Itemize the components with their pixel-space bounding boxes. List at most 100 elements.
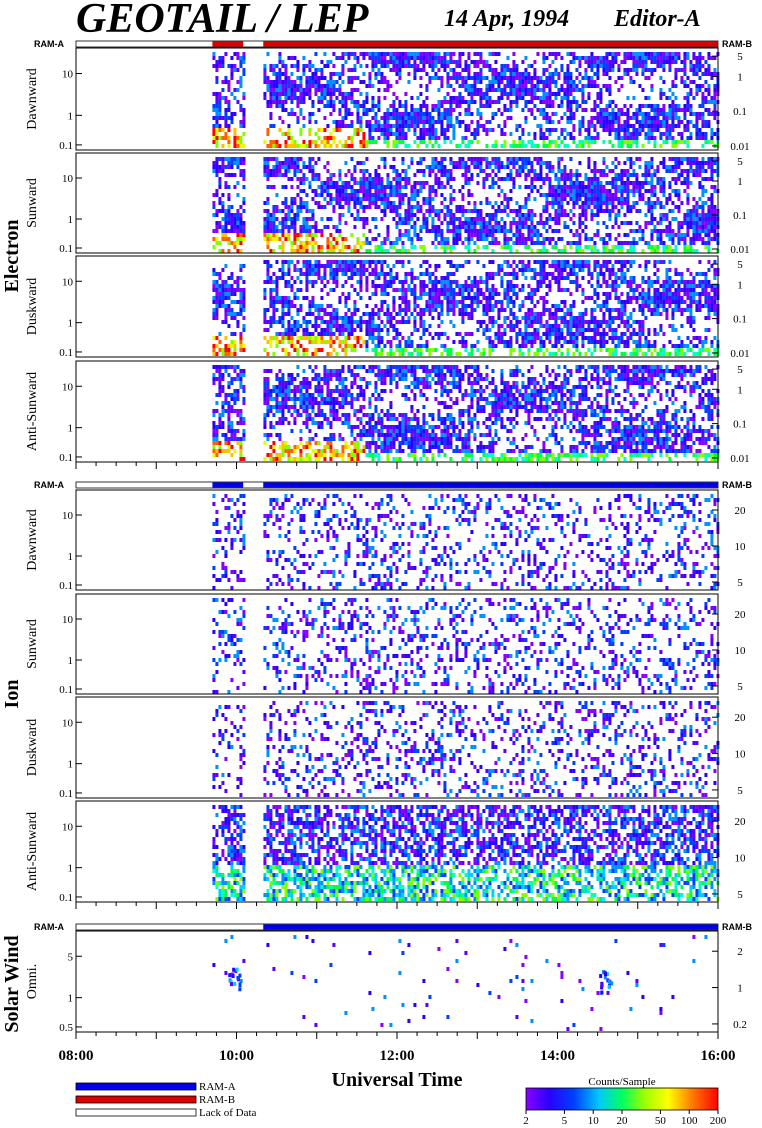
- spectrogram-cell: [674, 144, 678, 148]
- spectrogram-cell: [629, 124, 633, 128]
- spectrogram-cell: [467, 144, 471, 148]
- spectrogram-cell: [479, 213, 483, 217]
- spectrogram-cell: [614, 193, 618, 197]
- spectrogram-cell: [368, 189, 372, 193]
- spectrogram-cell: [440, 124, 444, 128]
- spectrogram-cell: [287, 112, 291, 116]
- spectrogram-cell: [419, 245, 423, 249]
- spectrogram-cell: [236, 312, 240, 316]
- spectrogram-cell: [680, 157, 684, 161]
- spectrogram-cell: [281, 324, 285, 328]
- spectrogram-cell: [434, 165, 438, 169]
- spectrogram-cell: [308, 112, 312, 116]
- spectrogram-cell: [548, 64, 552, 68]
- spectrogram-cell: [572, 173, 576, 177]
- spectrogram-cell: [455, 217, 459, 221]
- spectrogram-cell: [374, 201, 378, 205]
- spectrogram-cell: [410, 120, 414, 124]
- spectrogram-cell: [539, 136, 543, 140]
- spectrogram-cell: [302, 348, 306, 352]
- spectrogram-cell: [368, 336, 372, 340]
- spectrogram-cell: [557, 157, 561, 161]
- spectrogram-cell: [218, 332, 222, 336]
- spectrogram-cell: [704, 88, 708, 92]
- spectrogram-cell: [488, 52, 492, 56]
- spectrogram-cell: [458, 104, 462, 108]
- spectrogram-cell: [344, 352, 348, 356]
- spectrogram-cell: [368, 124, 372, 128]
- spectrogram-cell: [236, 233, 240, 237]
- spectrogram-cell: [221, 217, 225, 221]
- spectrogram-cell: [635, 52, 639, 56]
- spectrogram-cell: [458, 217, 462, 221]
- spectrogram-cell: [620, 177, 624, 181]
- spectrogram-cell: [509, 104, 513, 108]
- spectrogram-cell: [602, 68, 606, 72]
- spectrogram-cell: [617, 185, 621, 189]
- spectrogram-cell: [584, 189, 588, 193]
- spectrogram-cell: [215, 169, 219, 173]
- spectrogram-cell: [524, 56, 528, 60]
- spectrogram-cell: [440, 181, 444, 185]
- spectrogram-cell: [560, 84, 564, 88]
- spectrogram-cell: [692, 173, 696, 177]
- spectrogram-cell: [524, 72, 528, 76]
- spectrogram-cell: [485, 221, 489, 225]
- spectrogram-cell: [230, 205, 234, 209]
- spectrogram-cell: [455, 76, 459, 80]
- spectrogram-cell: [518, 124, 522, 128]
- spectrogram-cell: [227, 312, 231, 316]
- spectrogram-cell: [233, 316, 237, 320]
- spectrogram-cell: [599, 108, 603, 112]
- spectrogram-cell: [398, 205, 402, 209]
- spectrogram-cell: [473, 52, 477, 56]
- spectrogram-cell: [332, 104, 336, 108]
- spectrogram-cell: [332, 245, 336, 249]
- spectrogram-cell: [329, 332, 333, 336]
- spectrogram-cell: [329, 136, 333, 140]
- spectrogram-cell: [299, 144, 303, 148]
- spectrogram-cell: [635, 229, 639, 233]
- spectrogram-cell: [644, 60, 648, 64]
- spectrogram-cell: [293, 296, 297, 300]
- spectrogram-cell: [650, 116, 654, 120]
- spectrogram-cell: [314, 340, 318, 344]
- spectrogram-cell: [398, 52, 402, 56]
- spectrogram-cell: [239, 268, 243, 272]
- spectrogram-cell: [326, 124, 330, 128]
- spectrogram-cell: [422, 140, 426, 144]
- spectrogram-cell: [290, 221, 294, 225]
- spectrogram-cell: [467, 92, 471, 96]
- spectrogram-cell: [239, 124, 243, 128]
- spectrogram-cell: [296, 308, 300, 312]
- spectrogram-cell: [503, 144, 507, 148]
- spectrogram-cell: [398, 217, 402, 221]
- spectrogram-cell: [281, 336, 285, 340]
- spectrogram-cell: [620, 241, 624, 245]
- spectrogram-cell: [428, 213, 432, 217]
- spectrogram-cell: [437, 108, 441, 112]
- spectrogram-cell: [272, 233, 276, 237]
- spectrogram-cell: [542, 140, 546, 144]
- spectrogram-cell: [626, 201, 630, 205]
- spectrogram-cell: [239, 264, 243, 268]
- spectrogram-cell: [593, 116, 597, 120]
- spectrogram-cell: [269, 336, 273, 340]
- spectrogram-cell: [410, 112, 414, 116]
- spectrogram-cell: [347, 320, 351, 324]
- spectrogram-cell: [626, 221, 630, 225]
- spectrogram-cell: [218, 340, 222, 344]
- spectrogram-cell: [362, 209, 366, 213]
- spectrogram-cell: [332, 340, 336, 344]
- spectrogram-cell: [593, 64, 597, 68]
- spectrogram-cell: [548, 213, 552, 217]
- spectrogram-cell: [296, 352, 300, 356]
- spectrogram-cell: [227, 116, 231, 120]
- spectrogram-cell: [344, 221, 348, 225]
- spectrogram-cell: [698, 56, 702, 60]
- spectrogram-cell: [482, 217, 486, 221]
- spectrogram-cell: [359, 124, 363, 128]
- spectrogram-cell: [437, 116, 441, 120]
- spectrogram-cell: [308, 68, 312, 72]
- spectrogram-cell: [431, 169, 435, 173]
